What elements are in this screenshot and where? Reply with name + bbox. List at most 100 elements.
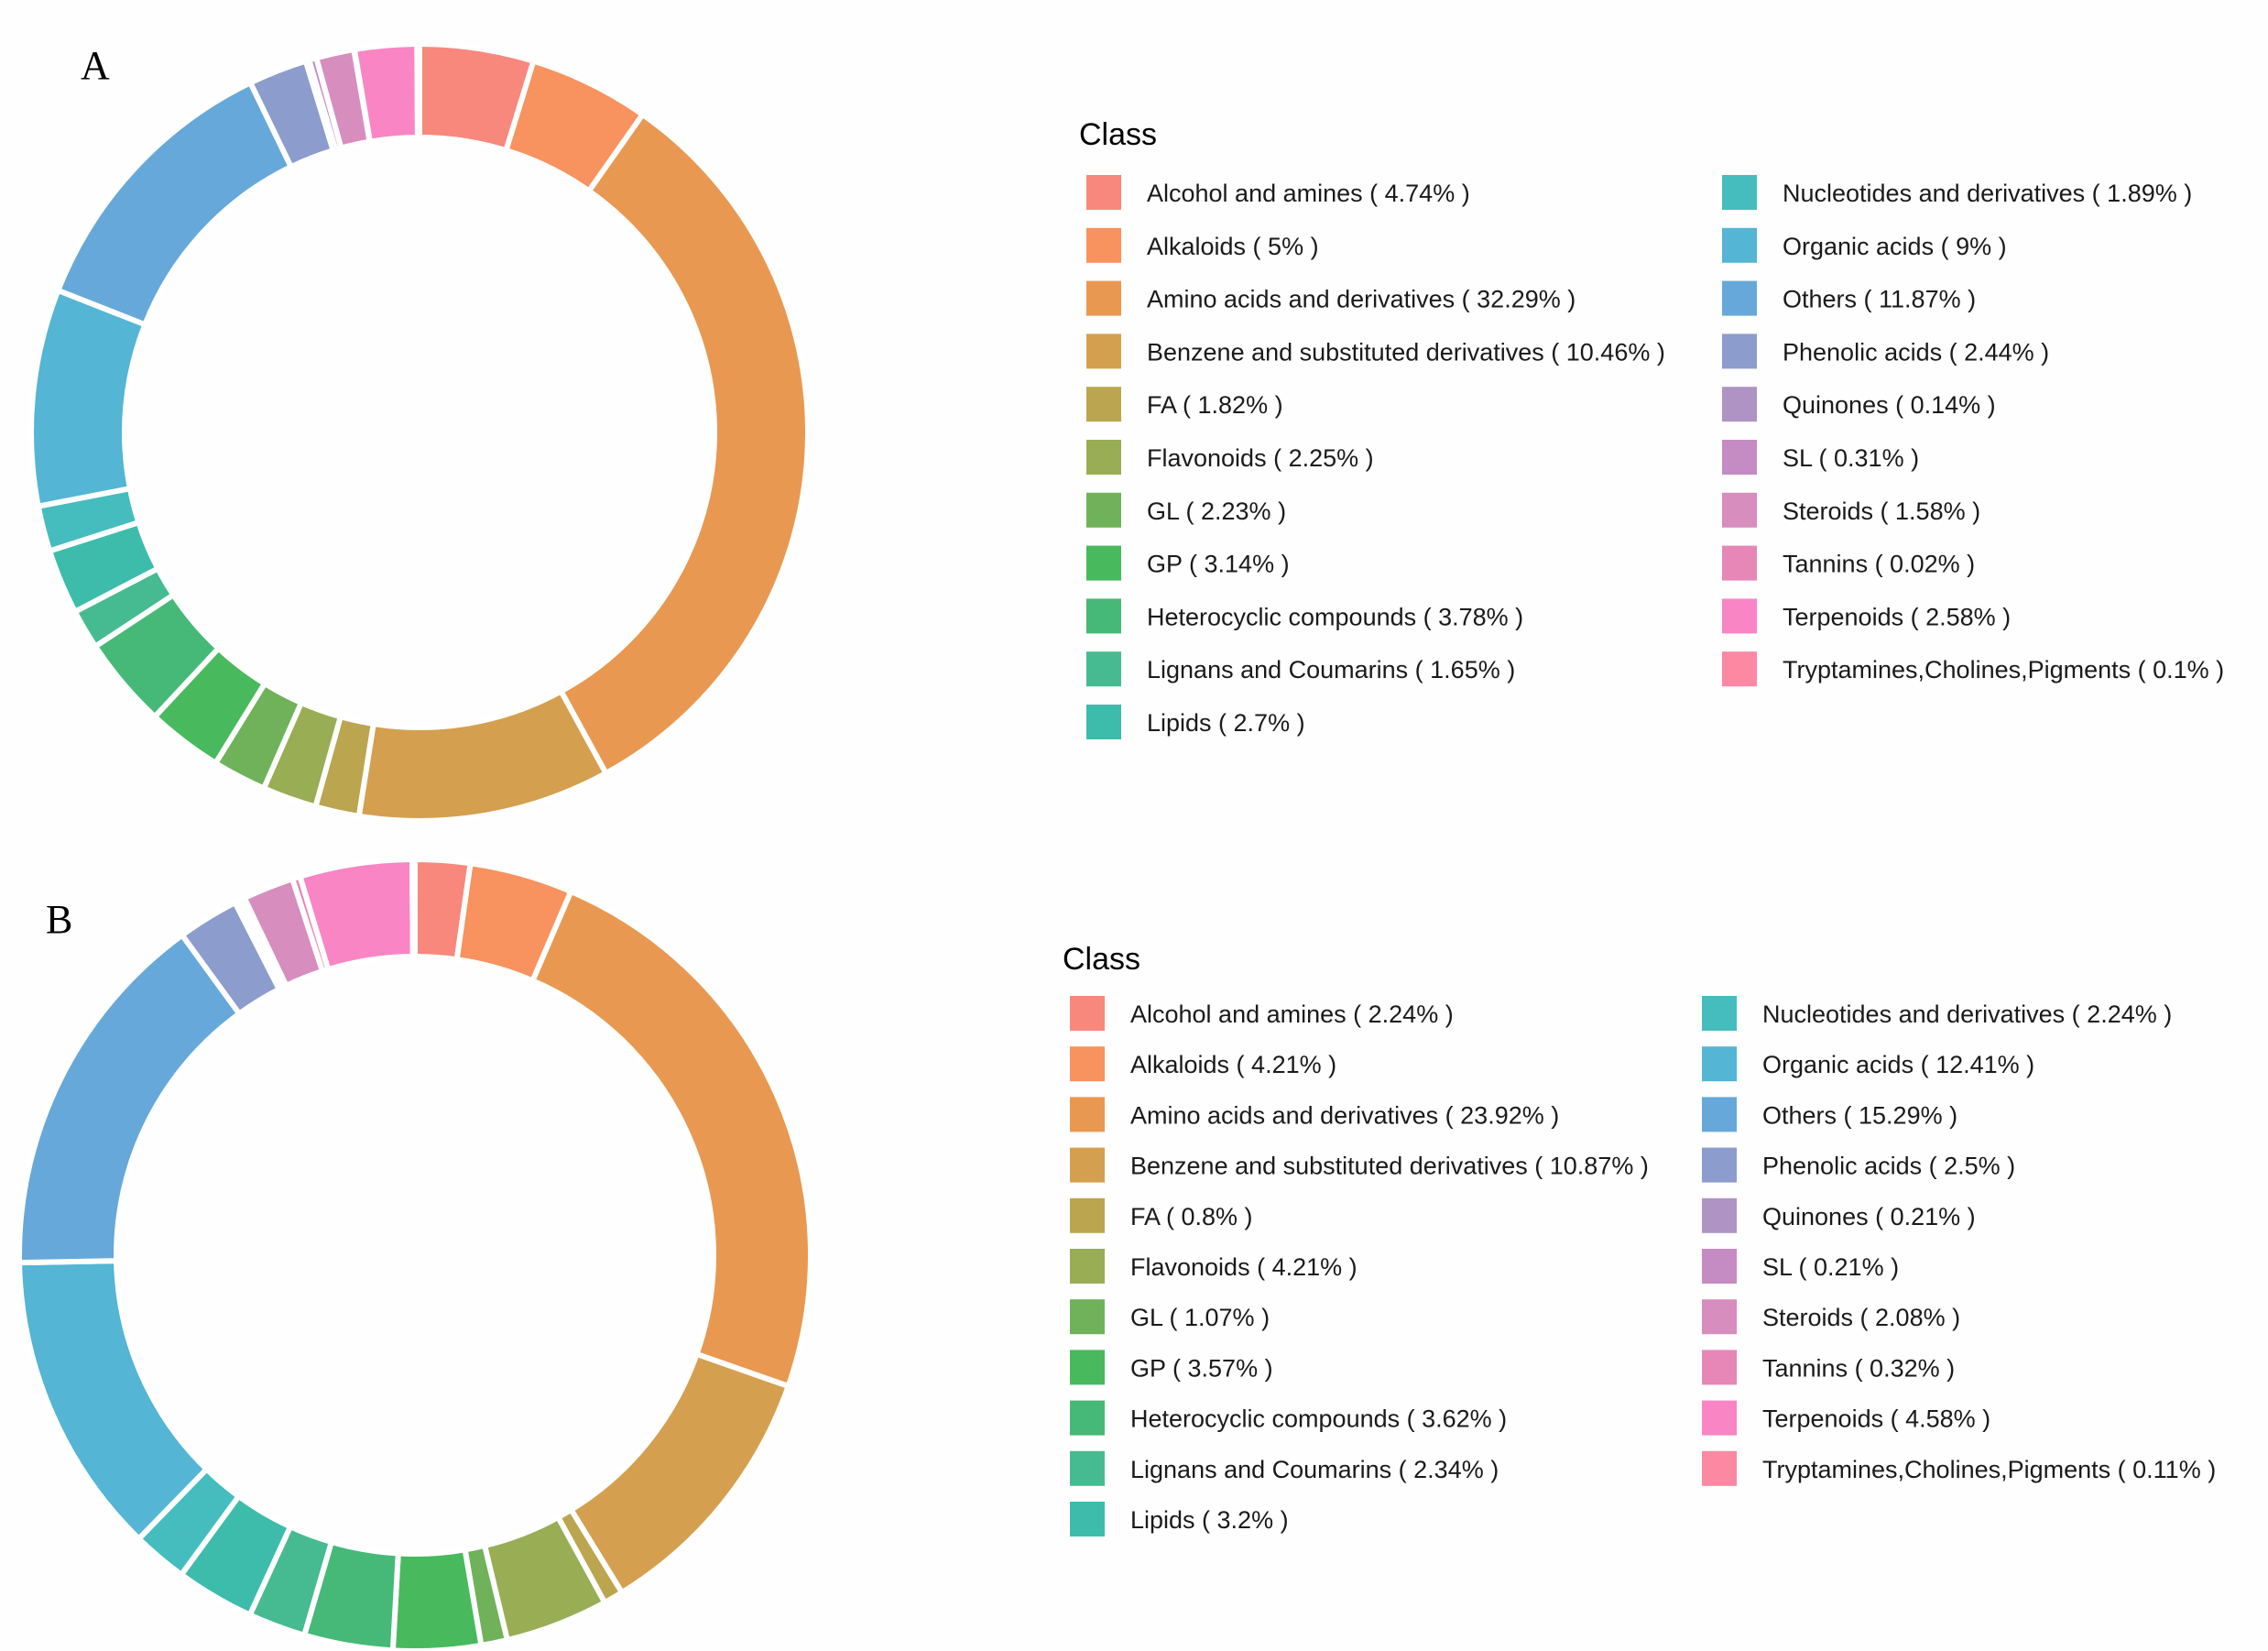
legend-item: Heterocyclic compounds ( 3.62% ) xyxy=(1070,1400,1507,1436)
legend-swatch xyxy=(1086,705,1121,739)
legend-swatch xyxy=(1086,598,1121,634)
legend-item: Organic acids ( 9% ) xyxy=(1722,227,2007,263)
legend-item: Tannins ( 0.32% ) xyxy=(1702,1350,1955,1385)
legend-label: Quinones ( 0.14% ) xyxy=(1783,391,1996,419)
legend-item: Flavonoids ( 4.21% ) xyxy=(1070,1249,1358,1284)
legend-item: Terpenoids ( 4.58% ) xyxy=(1702,1400,1990,1436)
legend-label: Lignans and Coumarins ( 2.34% ) xyxy=(1130,1456,1499,1483)
legend-label: Tannins ( 0.02% ) xyxy=(1783,551,1975,578)
legend-item: Steroids ( 2.08% ) xyxy=(1702,1299,1960,1335)
legend-swatch xyxy=(1702,1350,1737,1385)
legend-swatch xyxy=(1070,1046,1105,1082)
legend-item: Alcohol and amines ( 2.24% ) xyxy=(1070,996,1454,1031)
legend-label: FA ( 1.82% ) xyxy=(1147,391,1283,419)
slice-amino-acids-and-derivatives xyxy=(557,110,811,778)
legend-item: Others ( 15.29% ) xyxy=(1702,1097,1957,1132)
legend-title: Class xyxy=(1063,942,1140,977)
legend-swatch xyxy=(1722,333,1757,369)
legend-swatch xyxy=(1702,996,1737,1031)
legend-item: Tannins ( 0.02% ) xyxy=(1722,545,1975,581)
legend-item: Terpenoids ( 2.58% ) xyxy=(1722,598,2011,634)
legend-label: Lipids ( 3.2% ) xyxy=(1130,1506,1289,1534)
legend-swatch xyxy=(1722,545,1757,581)
legend-label: GP ( 3.57% ) xyxy=(1130,1354,1273,1382)
legend-item: Phenolic acids ( 2.44% ) xyxy=(1722,333,2049,369)
legend-swatch xyxy=(1702,1249,1737,1284)
legend-item: Lipids ( 2.7% ) xyxy=(1086,705,1305,739)
slice-benzene-and-substituted-derivatives xyxy=(355,687,610,824)
legend-swatch xyxy=(1702,1299,1737,1335)
legend: Class Alcohol and amines ( 2.24% ) Alkaloi… xyxy=(1063,942,2216,1536)
slice-others xyxy=(16,931,244,1266)
legend-item: Flavonoids ( 2.25% ) xyxy=(1086,440,1374,475)
legend-swatch xyxy=(1070,996,1105,1031)
legend-swatch xyxy=(1070,1147,1105,1183)
legend-swatch xyxy=(1702,1197,1737,1233)
legend-swatch xyxy=(1070,1197,1105,1233)
legend-swatch xyxy=(1722,598,1757,634)
legend-swatch xyxy=(1722,651,1757,687)
legend-swatch xyxy=(1722,440,1757,475)
legend-label: Phenolic acids ( 2.5% ) xyxy=(1762,1153,2015,1180)
legend-swatch xyxy=(1086,651,1121,687)
legend-swatch xyxy=(1086,440,1121,475)
legend-item: GL ( 1.07% ) xyxy=(1070,1299,1270,1335)
legend-label: Steroids ( 1.58% ) xyxy=(1783,497,1980,525)
legend-label: Nucleotides and derivatives ( 2.24% ) xyxy=(1762,1000,2172,1028)
legend-item: Quinones ( 0.21% ) xyxy=(1702,1197,1976,1233)
legend-label: Alkaloids ( 5% ) xyxy=(1147,233,1319,260)
legend-label: Amino acids and derivatives ( 23.92% ) xyxy=(1130,1101,1559,1129)
legend-swatch xyxy=(1070,1502,1105,1536)
legend-label: Terpenoids ( 2.58% ) xyxy=(1783,603,2011,630)
legend-label: GP ( 3.14% ) xyxy=(1147,551,1290,578)
legend-label: Amino acids and derivatives ( 32.29% ) xyxy=(1147,286,1576,313)
legend-swatch xyxy=(1086,387,1121,422)
legend-item: Benzene and substituted derivatives ( 10… xyxy=(1070,1147,1649,1183)
legend-swatch xyxy=(1722,387,1757,422)
slice-benzene-and-substituted-derivatives xyxy=(567,1350,792,1597)
legend-item: Amino acids and derivatives ( 32.29% ) xyxy=(1086,280,1576,316)
legend-label: Organic acids ( 12.41% ) xyxy=(1762,1051,2034,1078)
legend-item: Alkaloids ( 4.21% ) xyxy=(1070,1046,1336,1082)
legend-swatch xyxy=(1086,492,1121,528)
panel-label: A xyxy=(81,43,110,88)
legend-swatch xyxy=(1070,1299,1105,1335)
legend-swatch xyxy=(1702,1097,1737,1132)
legend-label: Alcohol and amines ( 2.24% ) xyxy=(1130,1000,1454,1028)
legend-label: Others ( 11.87% ) xyxy=(1783,286,1976,313)
legend-label: Benzene and substituted derivatives ( 10… xyxy=(1147,338,1665,366)
legend-swatch xyxy=(1070,1350,1105,1385)
legend-swatch xyxy=(1702,1450,1737,1486)
donut-chart-a: A Class Alcohol and amines ( 4.74% ) Alkalo… xyxy=(28,40,2224,824)
slice-organic-acids xyxy=(16,1258,211,1543)
legend-label: Benzene and substituted derivatives ( 10… xyxy=(1130,1153,1649,1180)
legend-item: GP ( 3.57% ) xyxy=(1070,1350,1273,1385)
legend-label: GL ( 2.23% ) xyxy=(1147,497,1286,525)
legend-item: Organic acids ( 12.41% ) xyxy=(1702,1046,2034,1082)
legend-swatch xyxy=(1070,1400,1105,1436)
legend-swatch xyxy=(1086,333,1121,369)
legend-item: Benzene and substituted derivatives ( 10… xyxy=(1086,333,1665,369)
legend-swatch xyxy=(1722,280,1757,316)
legend-label: Tryptamines,Cholines,Pigments ( 0.11% ) xyxy=(1762,1456,2216,1483)
legend-swatch xyxy=(1722,227,1757,263)
slice-others xyxy=(54,79,295,329)
legend-item: SL ( 0.31% ) xyxy=(1722,440,1919,475)
legend-label: Others ( 15.29% ) xyxy=(1762,1101,1957,1129)
legend-label: Heterocyclic compounds ( 3.78% ) xyxy=(1147,603,1523,630)
legend-swatch xyxy=(1722,175,1757,210)
legend-item: GL ( 2.23% ) xyxy=(1086,492,1286,528)
legend-label: GL ( 1.07% ) xyxy=(1130,1304,1270,1331)
legend-swatch xyxy=(1722,492,1757,528)
legend-label: Lignans and Coumarins ( 1.65% ) xyxy=(1147,656,1515,683)
legend-swatch xyxy=(1086,280,1121,316)
legend-label: Flavonoids ( 4.21% ) xyxy=(1130,1253,1358,1281)
legend-title: Class xyxy=(1079,117,1157,152)
legend-swatch xyxy=(1702,1046,1737,1082)
panel-label: B xyxy=(46,897,72,942)
legend-item: Alkaloids ( 5% ) xyxy=(1086,227,1319,263)
legend-label: FA ( 0.8% ) xyxy=(1130,1203,1253,1230)
legend-item: Amino acids and derivatives ( 23.92% ) xyxy=(1070,1097,1559,1132)
legend-label: Quinones ( 0.21% ) xyxy=(1762,1203,1976,1230)
